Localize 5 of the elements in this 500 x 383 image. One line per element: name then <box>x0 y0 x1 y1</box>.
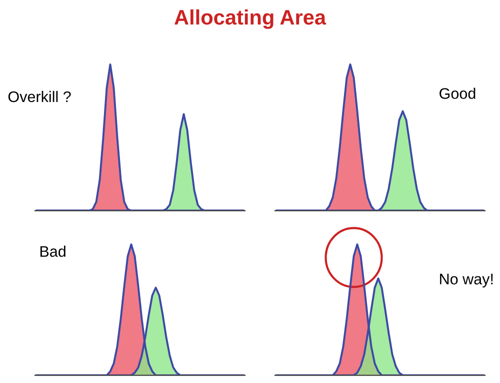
annotation: Bad <box>40 246 66 257</box>
chart-title: Allocating Area <box>174 9 326 29</box>
annotation: Overkill ? <box>8 90 71 102</box>
annotation: No way! <box>440 274 493 288</box>
annotation: Good <box>440 88 476 99</box>
